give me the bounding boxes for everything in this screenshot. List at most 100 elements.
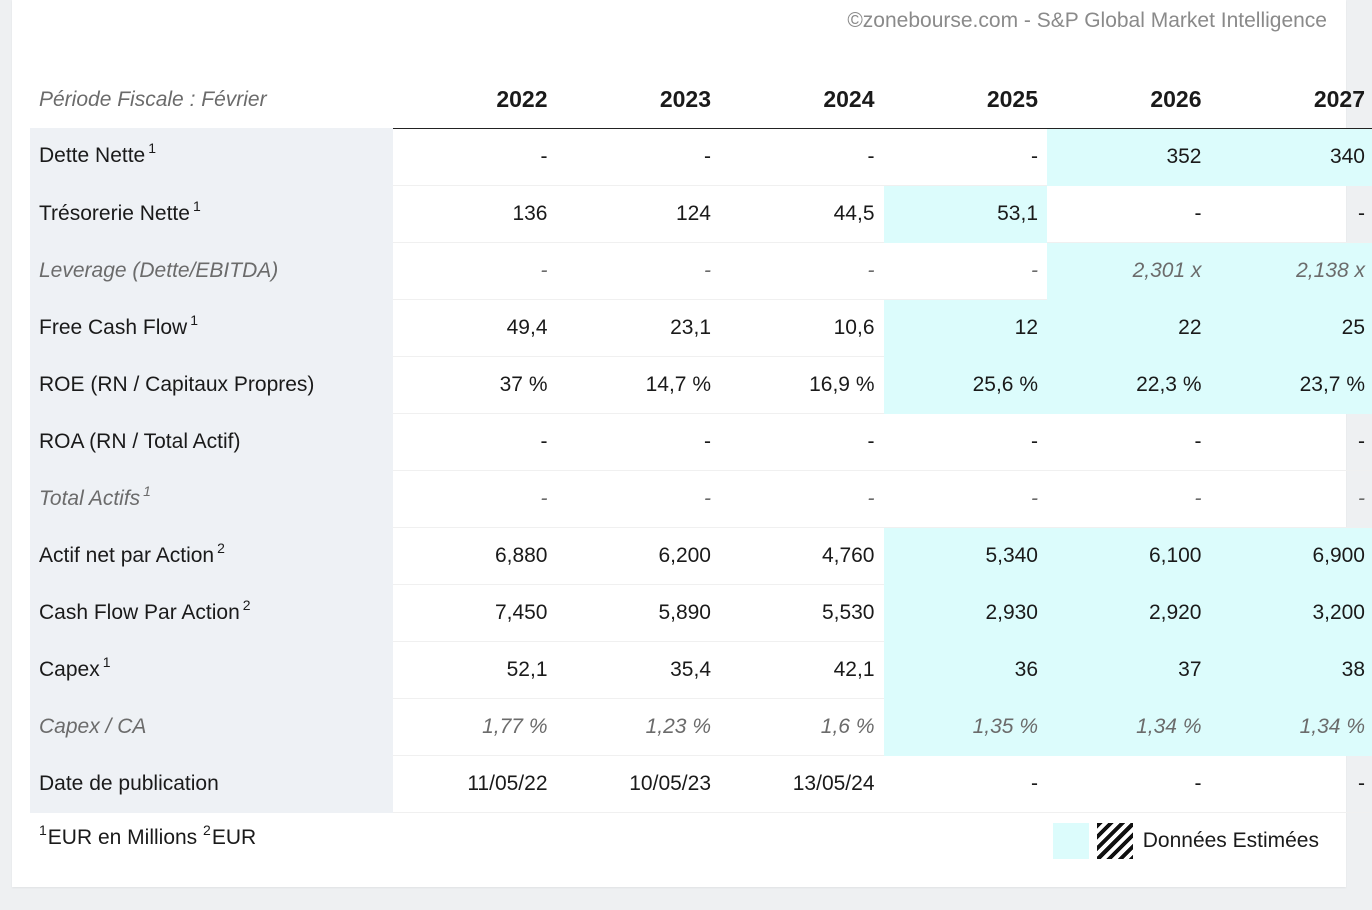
year-header: 2023 xyxy=(556,72,720,129)
table-cell: 352 xyxy=(1047,128,1211,186)
row-label: Leverage (Dette/EBITDA) xyxy=(30,242,393,300)
table-cell: - xyxy=(1047,413,1211,471)
financial-card: ©zonebourse.com - S&P Global Market Inte… xyxy=(12,0,1372,887)
table-cell: 1,23 % xyxy=(556,698,720,756)
table-cell: 1,77 % xyxy=(393,698,557,756)
table-cell: 6,900 xyxy=(1210,527,1372,585)
row-label-text: Capex xyxy=(39,657,100,681)
table-cell: - xyxy=(1047,755,1211,813)
table-row: ROE (RN / Capitaux Propres) 37 % 14,7 % 16,… xyxy=(30,356,1372,414)
year-header: 2026 xyxy=(1047,72,1211,129)
table-cell: 49,4 xyxy=(393,299,557,357)
table-cell: - xyxy=(1047,470,1211,528)
row-label: ROE (RN / Capitaux Propres) xyxy=(30,356,393,414)
table-cell: 2,930 xyxy=(883,584,1047,642)
table-cell: 2,920 xyxy=(1047,584,1211,642)
table-cell: - xyxy=(393,470,557,528)
table-row: Total Actifs 1- - - - - - xyxy=(30,470,1372,528)
table-row: Leverage (Dette/EBITDA) - - - -2,301 x 2,138 … xyxy=(30,242,1372,300)
table-cell: 6,200 xyxy=(556,527,720,585)
row-label: Capex 1 xyxy=(30,641,393,699)
table-cell: 5,890 xyxy=(556,584,720,642)
period-label: Période Fiscale : Février xyxy=(39,88,267,111)
table-cell: - xyxy=(883,128,1047,186)
table-cell: - xyxy=(393,413,557,471)
year-header: 2022 xyxy=(393,72,557,129)
row-label-text: Free Cash Flow xyxy=(39,315,188,339)
estimated-swatch xyxy=(1052,823,1089,859)
table-cell: 3,200 xyxy=(1210,584,1372,642)
table-cell: 37 % xyxy=(393,356,557,414)
row-label-text: Trésorerie Nette xyxy=(39,201,190,225)
year-header: 2025 xyxy=(883,72,1047,129)
table-cell: - xyxy=(556,128,720,186)
row-label: Trésorerie Nette 1 xyxy=(30,185,393,243)
row-label-text: Cash Flow Par Action xyxy=(39,600,240,624)
table-cell: 12 xyxy=(883,299,1047,357)
row-label-text: Leverage (Dette/EBITDA) xyxy=(39,258,279,282)
table-cell: 7,450 xyxy=(393,584,557,642)
table-cell: 4,760 xyxy=(720,527,884,585)
table-row: Trésorerie Nette 1 136 124 44,5 53,1- - xyxy=(30,185,1372,243)
table-cell: 44,5 xyxy=(720,185,884,243)
table-cell: 23,7 % xyxy=(1210,356,1372,414)
row-label: ROA (RN / Total Actif) xyxy=(30,413,393,471)
table-row: Cash Flow Par Action 2 7,450 5,890 5,530 2,93… xyxy=(30,584,1372,642)
row-label: Free Cash Flow 1 xyxy=(30,299,393,357)
table-cell: 1,34 % xyxy=(1210,698,1372,756)
table-cell: - xyxy=(1210,755,1372,813)
table-cell: - xyxy=(1047,185,1211,243)
row-label-text: Date de publication xyxy=(39,771,219,795)
table-cell: 22,3 % xyxy=(1047,356,1211,414)
table-cell: 25 xyxy=(1210,299,1372,357)
table-cell: 5,340 xyxy=(883,527,1047,585)
table-row: Date de publication 11/05/22 10/05/23 13/05… xyxy=(30,755,1372,813)
row-label-text: Dette Nette xyxy=(39,144,146,168)
year-header: 2024 xyxy=(720,72,884,129)
table-cell: - xyxy=(1210,185,1372,243)
table-cell: 52,1 xyxy=(393,641,557,699)
row-label-text: ROE (RN / Capitaux Propres) xyxy=(39,372,315,396)
footnote-ref: 1 xyxy=(102,653,111,670)
row-label-text: Capex / CA xyxy=(39,714,147,738)
table-cell: 42,1 xyxy=(720,641,884,699)
table-cell: - xyxy=(720,470,884,528)
table-cell: - xyxy=(883,470,1047,528)
year-header: 2027 xyxy=(1210,72,1372,129)
table-cell: 2,301 x xyxy=(1047,242,1211,300)
table-cell: - xyxy=(883,413,1047,471)
table-cell: 53,1 xyxy=(883,185,1047,243)
table-cell: - xyxy=(720,242,884,300)
table-row: Capex 1 52,1 35,4 42,1 36 37 38 xyxy=(30,641,1372,699)
row-label-text: Actif net par Action xyxy=(39,543,215,567)
table-cell: - xyxy=(556,470,720,528)
row-label: Dette Nette 1 xyxy=(30,128,393,186)
table-cell: 1,6 % xyxy=(720,698,884,756)
table-cell: 136 xyxy=(393,185,557,243)
table-cell: - xyxy=(1210,413,1372,471)
table-cell: 38 xyxy=(1210,641,1372,699)
table-cell: 23,1 xyxy=(556,299,720,357)
legend: Données Estimées xyxy=(1052,823,1319,859)
table-cell: - xyxy=(393,242,557,300)
footnote-text: EUR en Millions xyxy=(47,826,198,849)
table-cell: 13/05/24 xyxy=(720,755,884,813)
footnote-ref: 2 xyxy=(242,596,251,613)
source-credit: ©zonebourse.com - S&P Global Market Inte… xyxy=(847,9,1327,32)
table-cell: - xyxy=(883,242,1047,300)
table-row: Dette Nette 1- - - -352 340 xyxy=(30,128,1372,186)
row-label: Capex / CA xyxy=(30,698,393,756)
table-cell: - xyxy=(720,128,884,186)
table-cell: 2,138 x xyxy=(1210,242,1372,300)
footnote-ref: 1 xyxy=(148,140,157,157)
table-row: ROA (RN / Total Actif) - - - - - - xyxy=(30,413,1372,471)
table-cell: 340 xyxy=(1210,128,1372,186)
table-cell: 22 xyxy=(1047,299,1211,357)
table-cell: - xyxy=(393,128,557,186)
row-label: Total Actifs 1 xyxy=(30,470,393,528)
footnote-ref: 1 xyxy=(190,311,199,328)
table-cell: 10/05/23 xyxy=(556,755,720,813)
footnote: 1EUR en Millions 2EUR xyxy=(39,823,257,850)
footnote-marker: 2 xyxy=(203,822,211,838)
footnote-text: EUR xyxy=(211,826,257,849)
